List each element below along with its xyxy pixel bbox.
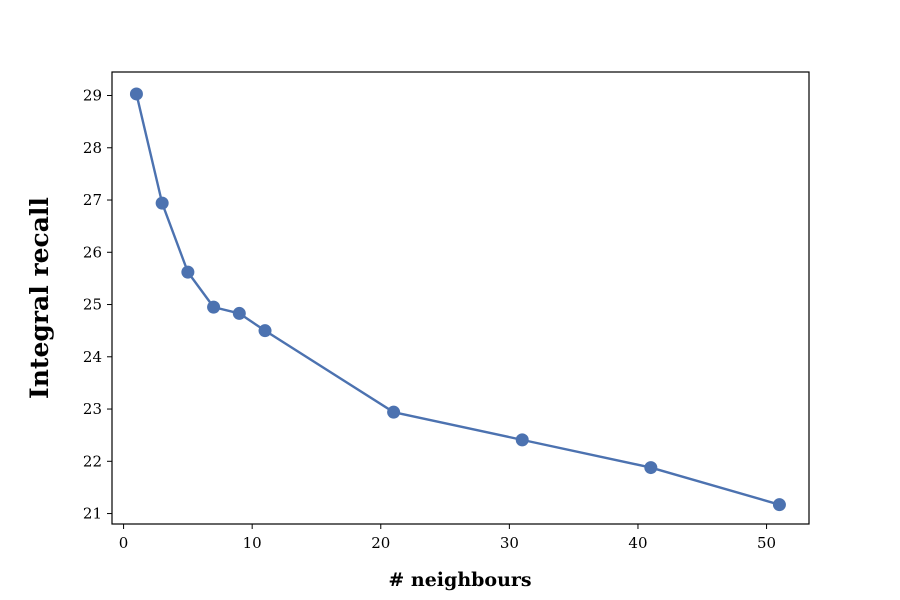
x-tick-label: 0 <box>119 534 129 552</box>
x-tick-label: 30 <box>500 534 519 552</box>
x-axis-ticks: 0 10 20 30 40 50 <box>119 524 776 552</box>
data-point <box>772 498 786 512</box>
series-line <box>135 93 780 506</box>
y-axis-ticks: 21 22 23 24 25 26 27 28 29 <box>83 87 112 523</box>
y-tick-label: 24 <box>83 348 102 366</box>
x-tick-label: 40 <box>628 534 647 552</box>
data-point <box>129 87 143 101</box>
y-tick-label: 29 <box>83 87 102 105</box>
y-tick-label: 21 <box>83 505 102 523</box>
y-tick-label: 22 <box>83 452 102 470</box>
y-tick-label: 23 <box>83 400 102 418</box>
data-point <box>155 196 169 210</box>
y-tick-label: 25 <box>83 296 102 314</box>
y-tick-label: 27 <box>83 191 102 209</box>
data-point <box>232 306 246 320</box>
y-axis-title: Integral recall <box>25 197 54 399</box>
data-point <box>258 324 272 338</box>
data-point <box>515 433 529 447</box>
x-tick-label: 50 <box>757 534 776 552</box>
x-tick-label: 10 <box>243 534 262 552</box>
y-tick-label: 28 <box>83 139 102 157</box>
data-point <box>387 405 401 419</box>
x-axis-title: # neighbours <box>388 569 531 591</box>
x-tick-label: 20 <box>371 534 390 552</box>
plot-area-frame <box>111 71 810 525</box>
y-tick-label: 26 <box>83 243 102 261</box>
data-point <box>181 265 195 279</box>
data-point <box>207 300 221 314</box>
data-point <box>644 461 658 475</box>
data-points <box>129 87 786 512</box>
